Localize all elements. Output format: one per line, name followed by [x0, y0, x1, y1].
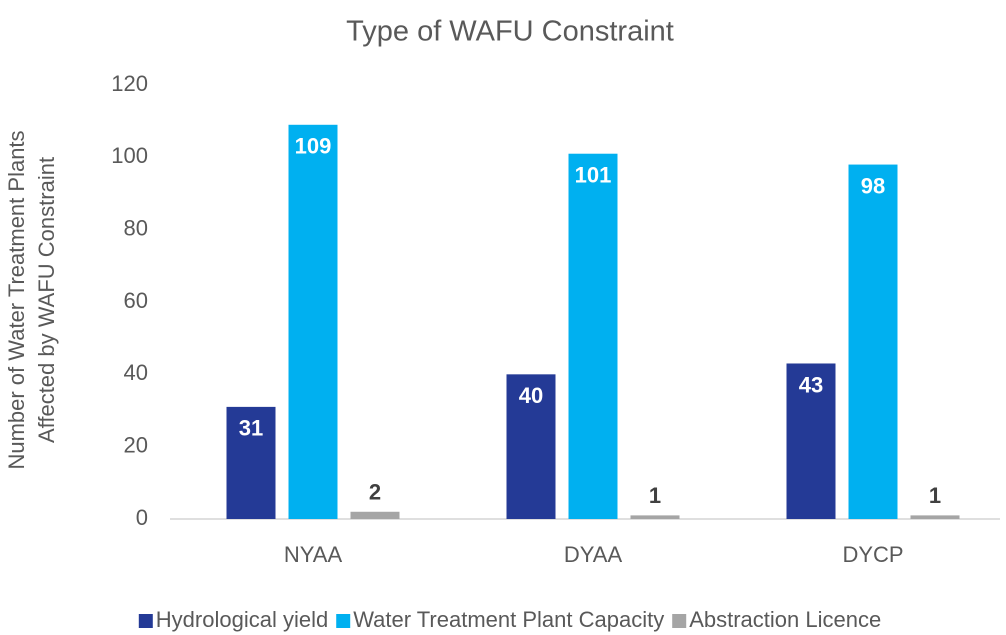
- data-label: 101: [575, 163, 612, 188]
- data-label: 1: [929, 483, 941, 508]
- y-axis-title: Affected by WAFU Constraint: [34, 157, 59, 443]
- bar: [848, 164, 898, 520]
- bar: [288, 124, 338, 520]
- data-label: 43: [799, 372, 823, 397]
- bar: [226, 406, 276, 519]
- bar: [910, 515, 960, 519]
- y-tick-label: 40: [124, 360, 148, 385]
- y-axis-title-line: Number of Water Treatment Plants: [4, 130, 29, 469]
- legend-label: Water Treatment Plant Capacity: [353, 607, 664, 632]
- bar: [506, 374, 556, 519]
- x-tick-label: DYCP: [842, 542, 903, 567]
- chart-title: Type of WAFU Constraint: [346, 16, 674, 48]
- y-tick-label: 80: [124, 215, 148, 240]
- legend-swatch: [336, 614, 351, 628]
- x-tick-label: DYAA: [564, 542, 623, 567]
- legend-swatch: [672, 614, 687, 628]
- y-axis-title: Number of Water Treatment Plants: [4, 130, 29, 469]
- legend: Hydrological yield Water Treatment Plant …: [138, 607, 881, 632]
- y-tick-label: 120: [111, 71, 148, 96]
- legend-label: Hydrological yield: [156, 607, 328, 632]
- data-label: 31: [239, 416, 263, 441]
- legend-swatch: [138, 614, 153, 628]
- data-label: 109: [295, 134, 332, 159]
- y-axis-title-line: Affected by WAFU Constraint: [34, 157, 59, 443]
- data-label: 98: [861, 173, 885, 198]
- bar: [630, 515, 680, 519]
- data-label: 2: [369, 480, 381, 505]
- legend-label: Abstraction Licence: [689, 607, 881, 632]
- y-tick-label: 0: [136, 505, 148, 530]
- bar: [786, 363, 836, 519]
- y-tick-label: 20: [124, 432, 148, 457]
- bar: [350, 511, 400, 519]
- data-label: 40: [519, 383, 543, 408]
- y-tick-label: 100: [111, 143, 148, 168]
- x-tick-label: NYAA: [284, 542, 343, 567]
- data-label: 1: [649, 483, 661, 508]
- y-tick-label: 60: [124, 288, 148, 313]
- bar: [568, 153, 618, 519]
